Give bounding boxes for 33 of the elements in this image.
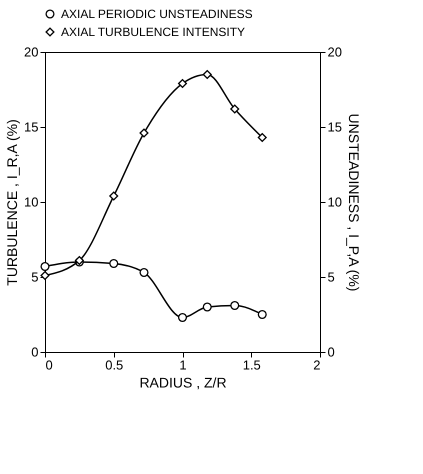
point <box>40 262 50 272</box>
point <box>109 258 118 268</box>
y-tick-label: 5 <box>31 270 38 284</box>
y2-tick-label: 5 <box>328 270 335 284</box>
legend-label: AXIAL TURBULENCE INTENSITY <box>61 25 246 39</box>
y2-tick-label: 20 <box>328 44 342 60</box>
x-tick-label: 2 <box>313 358 320 372</box>
point <box>139 268 149 278</box>
y-tick-label: 15 <box>24 120 38 134</box>
y2-tick-label: 10 <box>328 194 342 210</box>
y-tick-label: 0 <box>31 344 38 360</box>
point <box>139 128 149 138</box>
point <box>258 310 267 320</box>
point <box>258 132 267 142</box>
y2-axis-title: UNSTEADINESS , I_P,A (%) <box>346 114 362 292</box>
y2-tick-label: 0 <box>328 344 335 360</box>
x-tick-label: 0.5 <box>105 358 124 372</box>
point <box>230 300 240 310</box>
x-axis-title: RADIUS , Z/R <box>139 374 227 390</box>
x-tick-label: 1.5 <box>242 358 261 372</box>
point <box>178 312 188 322</box>
y-tick-label: 20 <box>24 44 38 60</box>
point <box>202 302 212 312</box>
y-axis-title: TURBULENCE , I_R,A (%) <box>4 119 20 286</box>
y-tick-label: 10 <box>24 194 38 210</box>
x-tick-label: 0 <box>46 358 53 372</box>
legend-label: AXIAL PERIODIC UNSTEADINESS <box>61 7 253 21</box>
y2-tick-label: 15 <box>328 120 342 134</box>
point <box>109 191 118 201</box>
point <box>230 104 240 114</box>
point <box>202 70 212 80</box>
point <box>178 78 188 88</box>
x-tick-label: 1 <box>179 358 187 372</box>
